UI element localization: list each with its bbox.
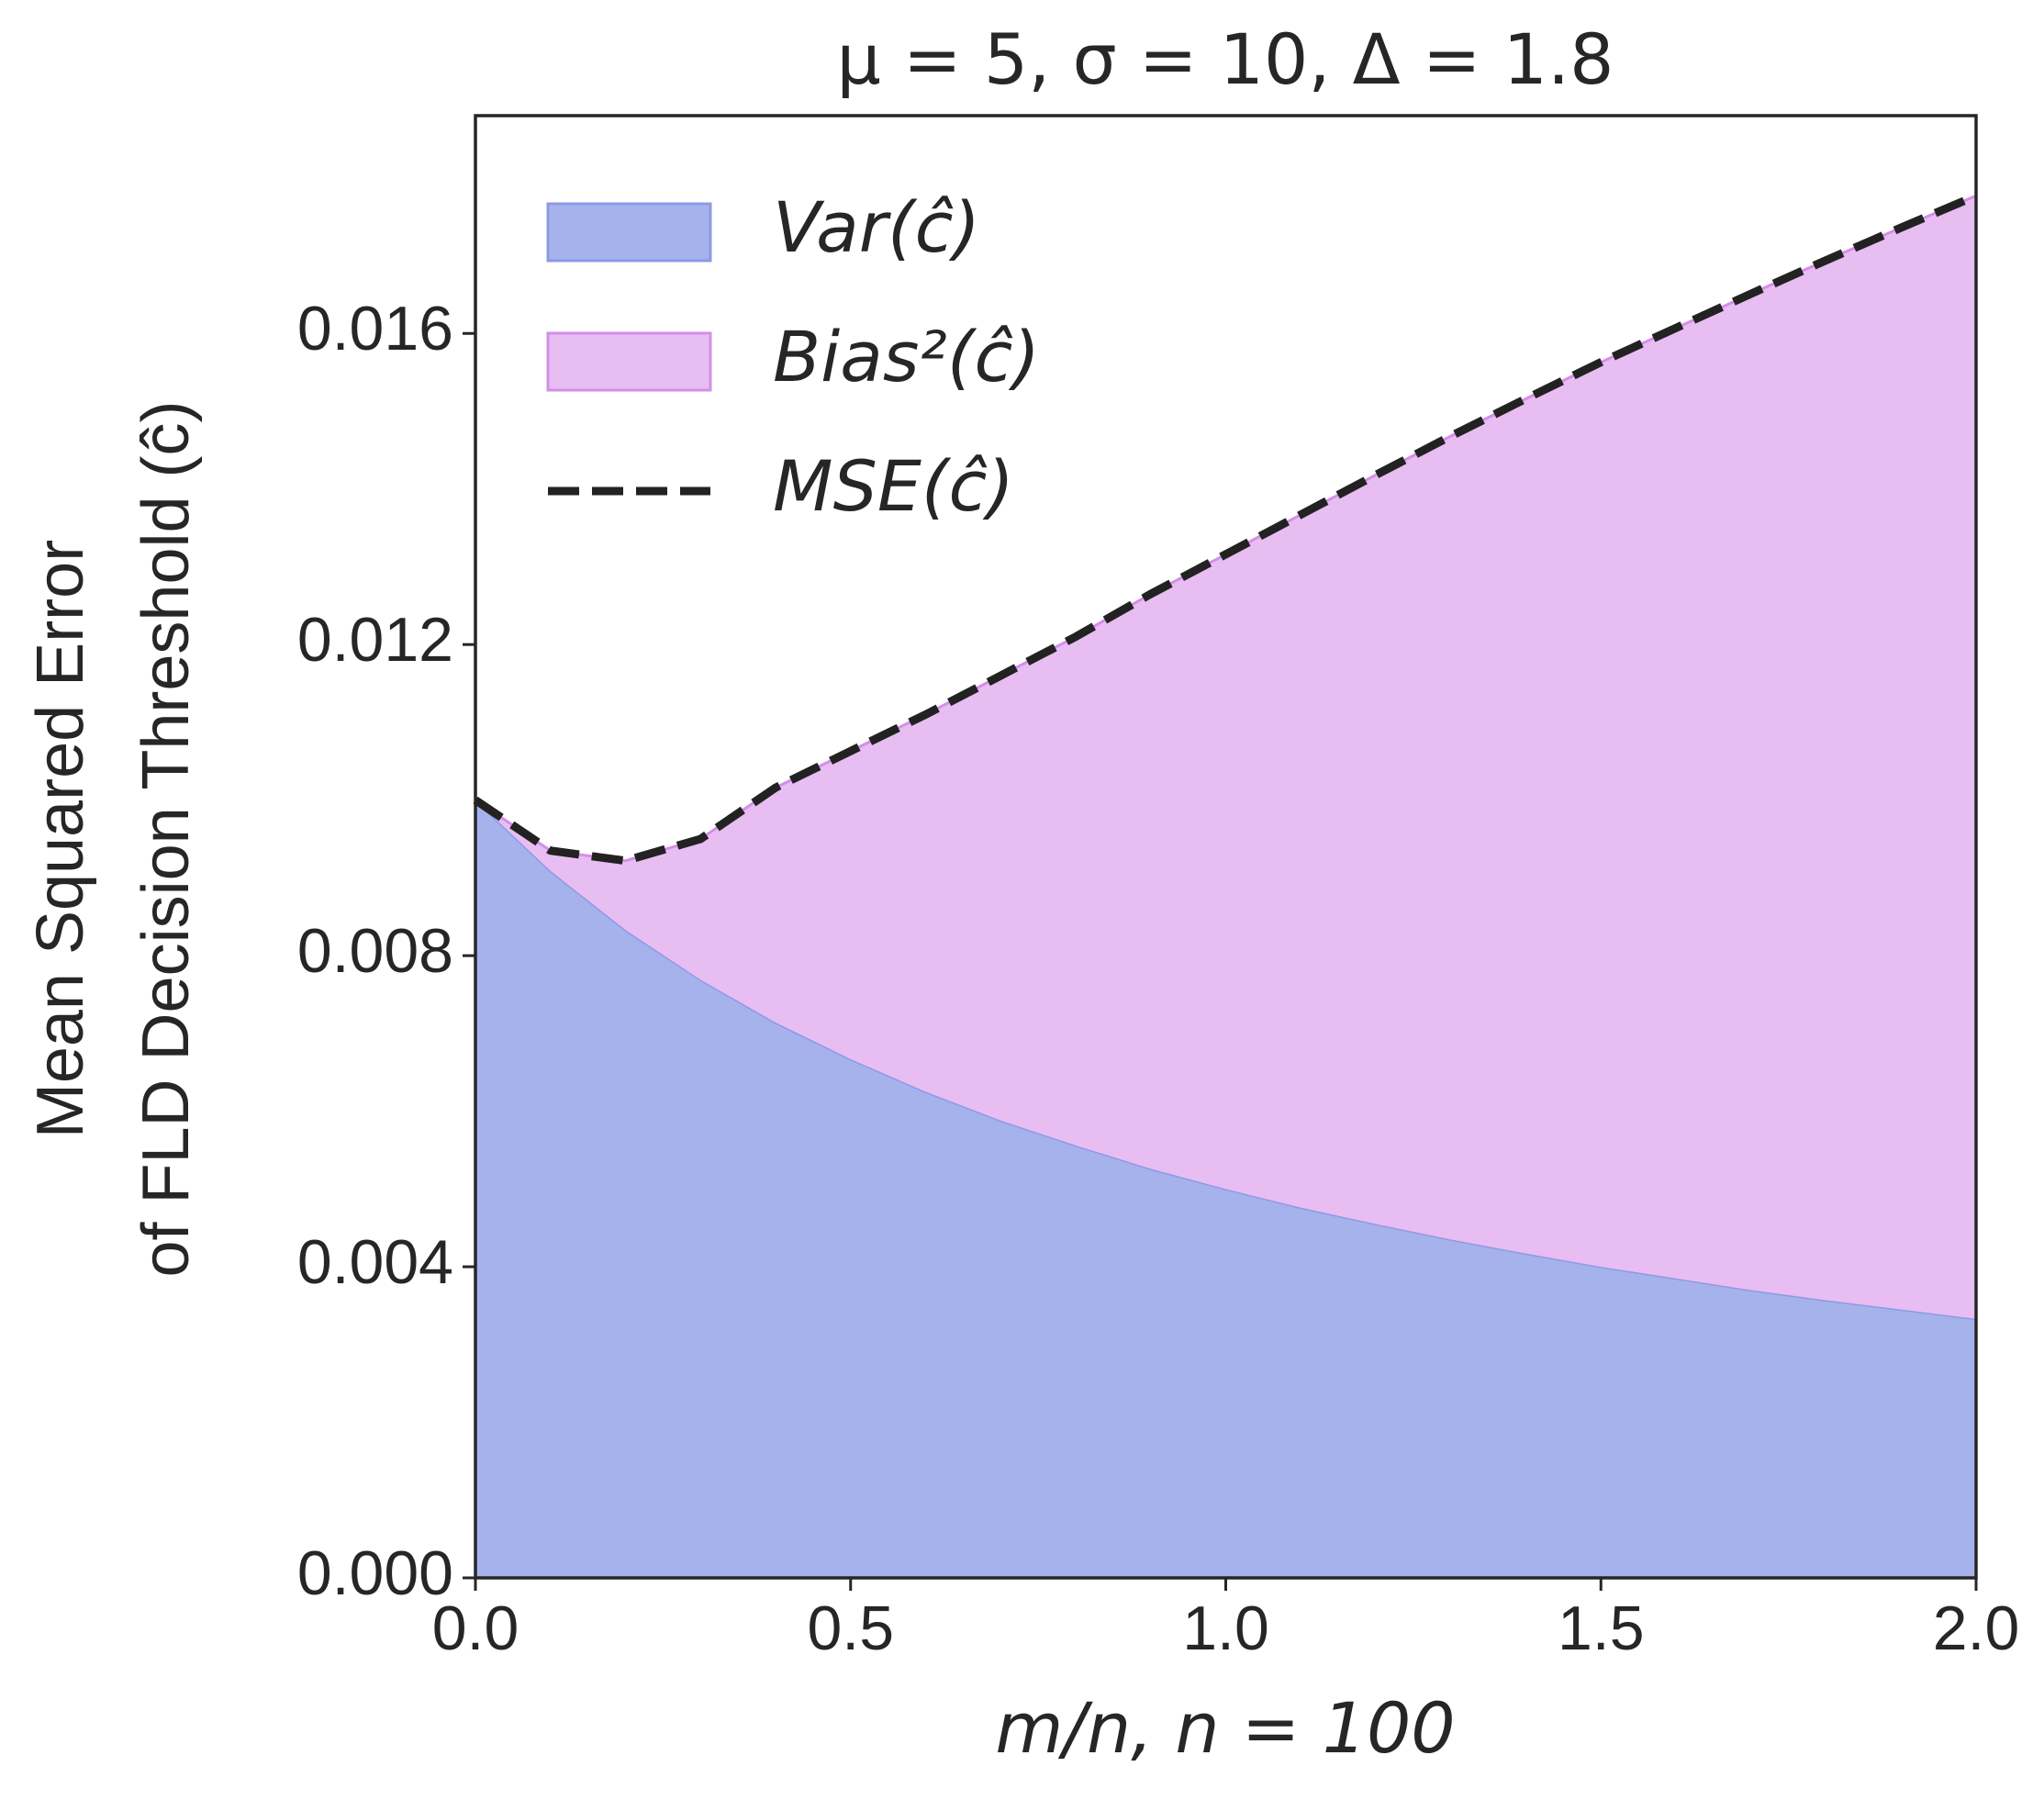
legend-label: Var(ĉ): [773, 186, 980, 268]
y-tick-label: 0.008: [297, 916, 453, 986]
x-tick-label: 0.0: [432, 1593, 519, 1663]
legend-label: MSE(ĉ): [773, 445, 1014, 527]
x-tick-label: 1.0: [1182, 1593, 1269, 1663]
mse-line: [473, 192, 1978, 866]
y-tick-label: 0.016: [297, 294, 453, 363]
chart-title: μ = 5, σ = 10, Δ = 1.8: [836, 18, 1614, 100]
y-axis-label-line: of FLD Decision Threshold (ĉ): [129, 400, 203, 1277]
x-tick-label: 1.5: [1558, 1593, 1645, 1663]
y-axis-label-line: Mean Squared Error: [24, 540, 97, 1138]
legend-label: Bias²(ĉ): [773, 316, 1040, 397]
legend-swatch: [546, 331, 712, 392]
x-tick-label: 2.0: [1933, 1593, 2020, 1663]
y-tick-label: 0.004: [297, 1227, 453, 1297]
y-tick-label: 0.012: [297, 605, 453, 675]
y-axis-label: Mean Squared Error of FLD Decision Thres…: [24, 400, 203, 1277]
legend-swatch: [546, 202, 712, 263]
area: [475, 196, 1976, 1319]
x-tick-label: 0.5: [807, 1593, 894, 1663]
x-axis-label: m/n, n = 100: [995, 1687, 1455, 1769]
y-tick-label: 0.000: [297, 1538, 453, 1608]
